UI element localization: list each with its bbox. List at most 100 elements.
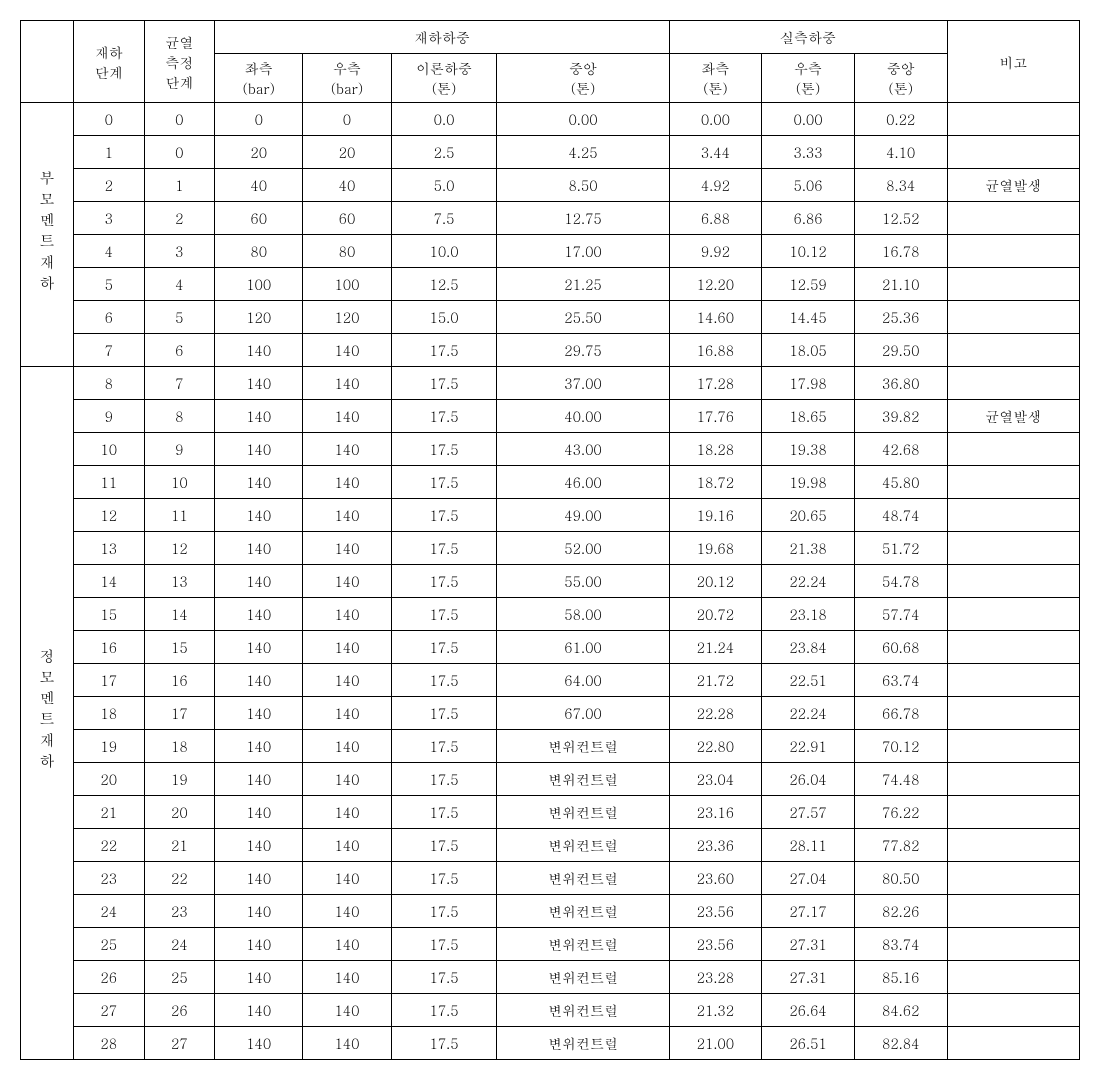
load-test-table: 재하단계 균열측정단계 재하하중 실측하중 비고 좌측(bar) 우측(bar)… (20, 20, 1080, 1060)
cell-crack: 4 (144, 268, 215, 301)
header-m-right-ton: 우측(톤) (762, 54, 855, 103)
cell-theory: 17.5 (391, 631, 497, 664)
cell-stage: 21 (73, 796, 144, 829)
cell-crack: 18 (144, 730, 215, 763)
header-left-bar: 좌측(bar) (215, 54, 303, 103)
cell-m-left: 19.68 (669, 532, 762, 565)
cell-m-left: 20.12 (669, 565, 762, 598)
cell-stage: 13 (73, 532, 144, 565)
cell-note (947, 862, 1079, 895)
cell-stage: 28 (73, 1027, 144, 1060)
cell-theory: 17.5 (391, 697, 497, 730)
cell-m-right: 14.45 (762, 301, 855, 334)
cell-theory: 17.5 (391, 565, 497, 598)
table-row: 151414014017.558.0020.7223.1857.74 (21, 598, 1080, 631)
cell-m-center: 39.82 (854, 400, 947, 433)
cell-stage: 2 (73, 169, 144, 202)
cell-m-center: 74.48 (854, 763, 947, 796)
cell-right: 140 (303, 631, 391, 664)
cell-left: 140 (215, 400, 303, 433)
cell-note: 균열발생 (947, 169, 1079, 202)
cell-note (947, 796, 1079, 829)
cell-stage: 25 (73, 928, 144, 961)
cell-note (947, 136, 1079, 169)
cell-m-right: 22.24 (762, 565, 855, 598)
cell-m-right: 18.65 (762, 400, 855, 433)
cell-center: 43.00 (497, 433, 669, 466)
cell-m-right: 19.38 (762, 433, 855, 466)
cell-center: 0.00 (497, 103, 669, 136)
cell-right: 140 (303, 367, 391, 400)
cell-right: 20 (303, 136, 391, 169)
cell-m-right: 26.64 (762, 994, 855, 1027)
cell-right: 140 (303, 796, 391, 829)
cell-theory: 17.5 (391, 400, 497, 433)
cell-center: 37.00 (497, 367, 669, 400)
cell-stage: 15 (73, 598, 144, 631)
cell-m-left: 17.28 (669, 367, 762, 400)
cell-m-right: 22.51 (762, 664, 855, 697)
cell-theory: 17.5 (391, 499, 497, 532)
cell-center: 변위컨트럴 (497, 730, 669, 763)
cell-note (947, 367, 1079, 400)
cell-m-right: 28.11 (762, 829, 855, 862)
table-row: 111014014017.546.0018.7219.9845.80 (21, 466, 1080, 499)
cell-m-right: 27.31 (762, 961, 855, 994)
cell-note (947, 334, 1079, 367)
cell-crack: 7 (144, 367, 215, 400)
cell-m-center: 36.80 (854, 367, 947, 400)
cell-note (947, 565, 1079, 598)
cell-m-right: 17.98 (762, 367, 855, 400)
cell-crack: 21 (144, 829, 215, 862)
cell-m-center: 84.62 (854, 994, 947, 1027)
cell-m-center: 82.26 (854, 895, 947, 928)
table-row: 171614014017.564.0021.7222.5163.74 (21, 664, 1080, 697)
cell-right: 140 (303, 895, 391, 928)
cell-stage: 24 (73, 895, 144, 928)
cell-right: 140 (303, 433, 391, 466)
table-row: 정모멘트재하8714014017.537.0017.2817.9836.80 (21, 367, 1080, 400)
header-load-group: 재하하중 (215, 21, 669, 54)
cell-crack: 2 (144, 202, 215, 235)
table-row: 43808010.017.009.9210.1216.78 (21, 235, 1080, 268)
cell-right: 140 (303, 961, 391, 994)
cell-m-right: 27.04 (762, 862, 855, 895)
cell-stage: 11 (73, 466, 144, 499)
cell-m-left: 17.76 (669, 400, 762, 433)
cell-right: 80 (303, 235, 391, 268)
table-row: 212014014017.5변위컨트럴23.1627.5776.22 (21, 796, 1080, 829)
cell-m-center: 70.12 (854, 730, 947, 763)
header-m-center-ton: 중앙(톤) (854, 54, 947, 103)
cell-stage: 0 (73, 103, 144, 136)
cell-theory: 2.5 (391, 136, 497, 169)
table-row: 6512012015.025.5014.6014.4525.36 (21, 301, 1080, 334)
cell-m-center: 29.50 (854, 334, 947, 367)
cell-crack: 27 (144, 1027, 215, 1060)
table-row: 272614014017.5변위컨트럴21.3226.6484.62 (21, 994, 1080, 1027)
cell-note (947, 697, 1079, 730)
cell-m-right: 18.05 (762, 334, 855, 367)
cell-right: 140 (303, 334, 391, 367)
cell-theory: 10.0 (391, 235, 497, 268)
cell-note (947, 730, 1079, 763)
cell-stage: 7 (73, 334, 144, 367)
cell-crack: 19 (144, 763, 215, 796)
cell-left: 140 (215, 532, 303, 565)
cell-m-left: 23.28 (669, 961, 762, 994)
header-right-bar: 우측(bar) (303, 54, 391, 103)
cell-m-center: 51.72 (854, 532, 947, 565)
table-row: 5410010012.521.2512.2012.5921.10 (21, 268, 1080, 301)
table-row: 242314014017.5변위컨트럴23.5627.1782.26 (21, 895, 1080, 928)
cell-note (947, 631, 1079, 664)
table-row: 7614014017.529.7516.8818.0529.50 (21, 334, 1080, 367)
cell-m-center: 85.16 (854, 961, 947, 994)
table-row: 262514014017.5변위컨트럴23.2827.3185.16 (21, 961, 1080, 994)
cell-left: 60 (215, 202, 303, 235)
cell-right: 140 (303, 730, 391, 763)
table-row: 252414014017.5변위컨트럴23.5627.3183.74 (21, 928, 1080, 961)
cell-center: 변위컨트럴 (497, 994, 669, 1027)
header-empty (21, 21, 74, 103)
cell-theory: 17.5 (391, 895, 497, 928)
cell-stage: 10 (73, 433, 144, 466)
table-body: 부모멘트재하00000.00.000.000.000.221020202.54.… (21, 103, 1080, 1060)
